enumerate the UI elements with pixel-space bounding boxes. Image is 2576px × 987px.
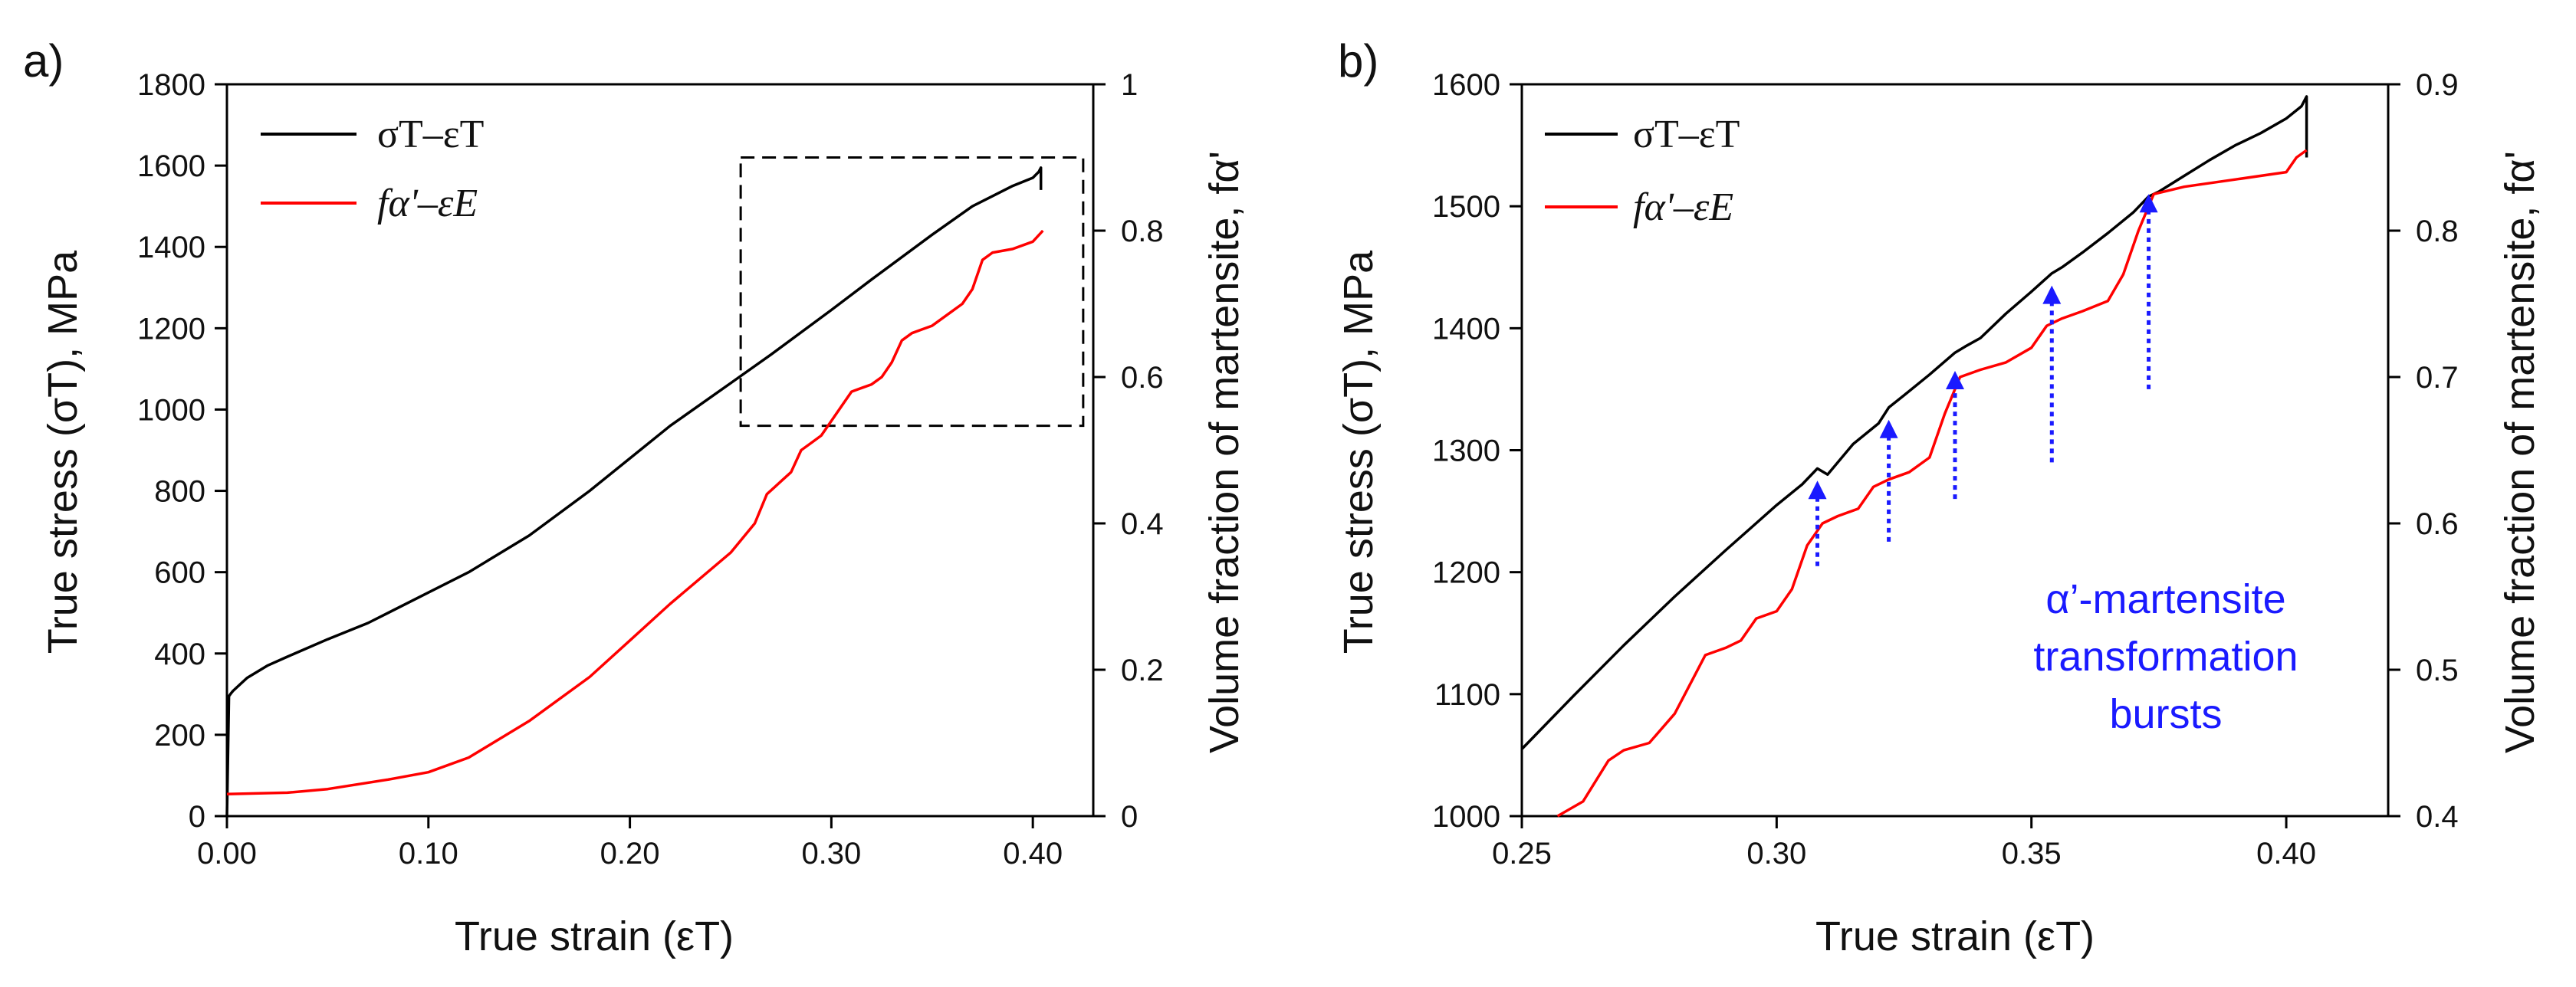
stress-strain-curve: [1520, 95, 2308, 750]
legend-a: σT–εT fα'–εE: [261, 113, 484, 225]
x-tick-label: 0.20: [600, 837, 660, 871]
y-tick-label-left: 1200: [1432, 556, 1500, 590]
y-tick-label-left: 1000: [1432, 800, 1500, 834]
y-tick-label-left: 1500: [1432, 190, 1500, 224]
y-axis-label-left-a: True stress (σT), MPa: [40, 250, 86, 654]
annotation-line-1: α’-martensite: [2045, 576, 2285, 622]
x-tick-label: 0.30: [801, 837, 861, 871]
y-tick-label-left: 1400: [137, 231, 205, 264]
legend-label-stress-a: σT–εT: [377, 113, 484, 156]
burst-arrow-head: [2042, 285, 2062, 304]
annotation-line-2: transformation: [2033, 634, 2298, 680]
y-tick-label-left: 1800: [137, 68, 205, 102]
y-tick-label-left: 1600: [137, 149, 205, 183]
zoom-box: [739, 156, 1085, 428]
panel-label-b: b): [1338, 35, 1378, 87]
x-axis-label-b: True strain (εT): [1815, 913, 2095, 959]
y-tick-label-left: 1400: [1432, 312, 1500, 346]
x-tick-label: 0.10: [399, 837, 458, 871]
panel-b: b) 0.25 0.30 0.35 0.40 1000 1100 1200 1300 1400 1…: [1336, 35, 2543, 959]
y-tick-label-right: 0: [1121, 800, 1138, 834]
martensite-fraction-curve: [1556, 149, 2308, 818]
burst-arrows: [1808, 194, 2158, 566]
x-tick-label: 0.40: [2256, 837, 2316, 871]
burst-arrow-head: [1808, 480, 1827, 500]
x-tick-label: 0.25: [1492, 837, 1552, 871]
axes-ticks-a: 0.00 0.10 0.20 0.30 0.4002004006008001000120…: [137, 68, 1164, 871]
legend-label-stress-b: σT–εT: [1633, 113, 1740, 156]
x-tick-label: 0.35: [2002, 837, 2062, 871]
y-tick-label-right: 0.6: [2416, 507, 2459, 541]
series-group-a: [225, 166, 1044, 817]
y-tick-label-right: 0.2: [1121, 654, 1164, 687]
y-axis-label-right-a: Volume fraction of martensite, fα': [1201, 151, 1247, 753]
y-tick-label-right: 0.9: [2416, 68, 2459, 102]
y-tick-label-left: 0: [189, 800, 205, 834]
zoom-box-group-a: [739, 156, 1085, 428]
burst-arrow-head: [1879, 419, 1898, 438]
y-tick-label-right: 0.7: [2416, 361, 2459, 395]
axes-ticks-b: 0.25 0.30 0.35 0.40 1000 1100 1200 1300 1400 1500…: [1432, 68, 2459, 871]
y-tick-label-left: 1000: [137, 393, 205, 427]
y-tick-label-right: 0.4: [1121, 507, 1164, 541]
y-tick-label-right: 0.8: [1121, 215, 1164, 248]
y-tick-label-left: 1600: [1432, 68, 1500, 102]
y-tick-label-right: 0.8: [2416, 215, 2459, 248]
y-tick-label-right: 1: [1121, 68, 1138, 102]
y-tick-label-left: 600: [154, 556, 205, 590]
martensite-fraction-curve: [226, 229, 1044, 796]
y-axis-label-left-b: True stress (σT), MPa: [1336, 250, 1382, 654]
y-tick-label-left: 800: [154, 475, 205, 509]
y-tick-label-left: 1100: [1434, 678, 1500, 712]
legend-label-fraction-a: fα'–εE: [377, 182, 478, 225]
x-tick-label: 0.30: [1746, 837, 1806, 871]
y-tick-label-right: 0.4: [2416, 800, 2459, 834]
plot-frame-a: [225, 83, 1095, 818]
panel-label-a: a): [23, 35, 64, 87]
legend-b: σT–εT fα'–εE: [1545, 113, 1740, 229]
panel-a: a) 0.00 0.10 0.20 0.30 0.4002004006008001000…: [23, 35, 1247, 959]
y-tick-label-right: 0.5: [2416, 654, 2459, 687]
y-tick-label-left: 200: [154, 719, 205, 753]
y-tick-label-left: 1300: [1432, 434, 1500, 468]
annotation-bursts: α’-martensite transformation bursts: [2033, 576, 2298, 737]
y-tick-label-left: 400: [154, 638, 205, 671]
x-axis-label-a: True strain (εT): [455, 913, 734, 959]
burst-arrow-head: [2139, 194, 2158, 213]
legend-label-fraction-b: fα'–εE: [1633, 185, 1733, 229]
annotation-line-3: bursts: [2109, 691, 2222, 737]
stress-strain-curve: [225, 166, 1043, 817]
y-tick-label-right: 0.6: [1121, 361, 1164, 395]
y-tick-label-left: 1200: [137, 312, 205, 346]
x-tick-label: 0.00: [197, 837, 257, 871]
x-tick-label: 0.40: [1003, 837, 1063, 871]
burst-arrow-head: [1946, 371, 1964, 390]
y-axis-label-right-b: Volume fraction of martensite, fα': [2497, 151, 2543, 753]
series-group-b: [1520, 95, 2308, 818]
